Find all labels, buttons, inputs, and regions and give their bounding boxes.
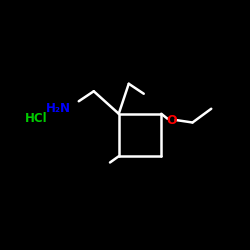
Text: HCl: HCl — [25, 112, 48, 125]
Text: O: O — [166, 114, 176, 126]
Text: H₂N: H₂N — [46, 102, 71, 115]
